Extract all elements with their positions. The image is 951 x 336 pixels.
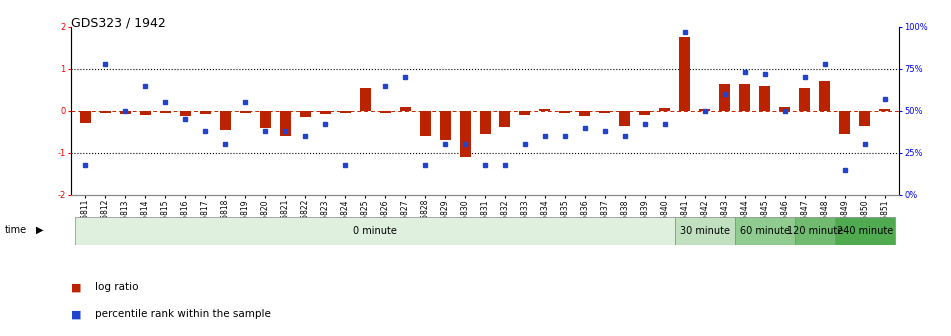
Text: 30 minute: 30 minute [680,226,729,236]
Bar [519,111,531,115]
Bar [835,217,895,245]
Bar [839,111,850,134]
Bar [675,217,735,245]
Bar [719,84,730,111]
Bar [379,111,391,113]
Text: time: time [5,225,27,235]
Bar [819,82,830,111]
Bar [795,217,835,245]
Bar [759,86,770,111]
Text: ■: ■ [71,309,82,319]
Bar [260,111,271,128]
Bar [880,109,890,111]
Bar [160,111,171,113]
Bar [280,111,291,136]
Bar [240,111,251,113]
Bar [479,111,491,134]
Bar [180,111,191,116]
Text: 120 minute: 120 minute [786,226,843,236]
Bar [859,111,870,126]
Bar [320,111,331,114]
Bar [639,111,650,115]
Bar [619,111,631,126]
Bar [340,111,351,113]
Text: GDS323 / 1942: GDS323 / 1942 [71,17,166,30]
Bar [679,37,690,111]
Text: 0 minute: 0 minute [353,226,397,236]
Text: 240 minute: 240 minute [837,226,893,236]
Bar [659,108,670,111]
Bar [699,109,710,111]
Text: ■: ■ [71,282,82,292]
Bar [399,107,411,111]
Bar [300,111,311,117]
Bar [140,111,151,115]
Bar [735,217,795,245]
Bar [439,111,451,140]
Bar [120,111,131,114]
Bar [220,111,231,130]
Bar [779,107,790,111]
Text: percentile rank within the sample: percentile rank within the sample [95,309,271,319]
Bar [80,111,90,124]
Text: log ratio: log ratio [95,282,139,292]
Bar [359,88,371,111]
Bar [100,111,111,113]
Bar [419,111,431,136]
Bar [559,111,571,113]
Bar [799,88,810,111]
Bar [459,111,471,157]
Bar [539,109,551,111]
Bar [739,84,750,111]
Text: ▶: ▶ [36,225,44,235]
Bar [599,111,611,113]
Bar [499,111,511,127]
Bar [75,217,675,245]
Bar [579,111,591,116]
Bar [200,111,211,114]
Text: 60 minute: 60 minute [740,226,789,236]
